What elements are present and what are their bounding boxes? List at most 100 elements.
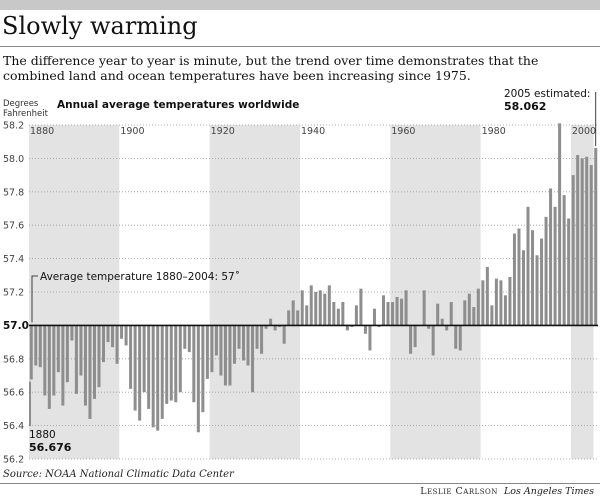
bar [201,325,205,413]
deck-text: The difference year to year is minute, b… [3,53,539,83]
bar [508,276,512,326]
reference-label: Average temperature 1880–2004: 57˚ [40,271,240,283]
bar [323,293,327,326]
end-annotation-label: 2005 estimated: [504,88,590,100]
credit-author: Leslie Carlson [420,486,498,497]
bar [485,266,489,326]
x-tick-label: 1880 [30,126,54,137]
bar [241,325,246,361]
y-tick-label: 58.0 [3,154,24,165]
bar [120,325,124,339]
bar [156,325,160,431]
bar [232,325,236,364]
x-tick-label: 1940 [301,126,325,137]
bar [395,297,399,326]
bar [553,206,557,326]
bar [490,305,494,326]
bar [341,302,345,326]
bar [427,325,431,329]
bar [70,325,74,341]
bar [214,325,218,356]
bar [445,325,449,331]
bar [359,288,363,326]
bar [512,233,516,326]
bar [458,325,462,351]
bar [594,148,598,326]
bar [219,325,223,376]
x-axis: 1880 1900 1920 1940 1960 1980 2000 [30,126,596,137]
bar [476,288,480,326]
bar [436,303,440,326]
bar [124,325,128,346]
bar [481,280,485,326]
y-tick-label: 57.6 [3,221,24,232]
x-tick-label: 1900 [120,126,144,137]
ylabel-line-2: Fahrenheit [3,109,49,119]
bar [409,325,413,354]
bar [404,290,408,326]
bar [549,188,553,326]
bar [345,325,349,331]
bar [372,308,376,326]
bar [210,325,214,373]
credit-org: Los Angeles Times [503,486,594,497]
bar [56,325,60,373]
bar [111,325,115,348]
bar [467,293,471,326]
bar [580,158,584,326]
bar [88,325,92,419]
headline-divider [0,46,600,47]
chart-title: Annual average temperatures worldwide [57,99,299,111]
y-tick-label: 56.2 [3,455,24,466]
bar [106,325,110,343]
y-tick-label: 56.8 [3,354,24,365]
bar [282,325,286,344]
top-rule [0,0,600,10]
bar [391,302,395,326]
x-tick-label: 1980 [482,126,506,137]
bar [531,230,535,326]
bar [291,300,295,326]
bar [540,238,544,326]
bar [92,325,96,399]
bar [576,155,580,326]
bar-series [29,123,598,433]
start-year-label: 1880 [29,429,56,441]
bar [61,325,65,406]
start-value-label: 56.676 [29,441,72,454]
bar [287,310,291,326]
bar [29,325,33,380]
bar [196,325,200,433]
bar [192,325,196,403]
bar [544,216,548,326]
bar [535,255,539,326]
y-tick-label: 57.8 [3,187,24,198]
end-annotation-value: 58.062 [504,100,546,113]
bar [368,325,372,351]
bar [440,318,444,326]
bar [431,325,435,356]
bar [102,325,106,363]
bar [178,325,182,393]
bar [237,325,241,349]
bar [79,325,83,376]
bar [269,318,273,326]
bar [133,325,137,411]
x-tick-label: 2000 [572,126,596,137]
source-note: Source: NOAA National Climatic Data Cent… [3,469,234,480]
bar [463,300,467,326]
x-tick-label: 1920 [211,126,235,137]
bar [400,298,404,326]
bar [97,325,101,388]
bar [169,325,173,401]
bar [309,285,313,326]
bar [454,325,458,349]
bar [494,278,498,326]
bar [571,175,575,326]
gridlines [29,124,598,460]
bar [52,325,56,396]
bar [558,123,562,326]
bar [160,325,164,419]
credit-line: Leslie Carlson Los Angeles Times [420,486,594,497]
bar [562,195,566,326]
